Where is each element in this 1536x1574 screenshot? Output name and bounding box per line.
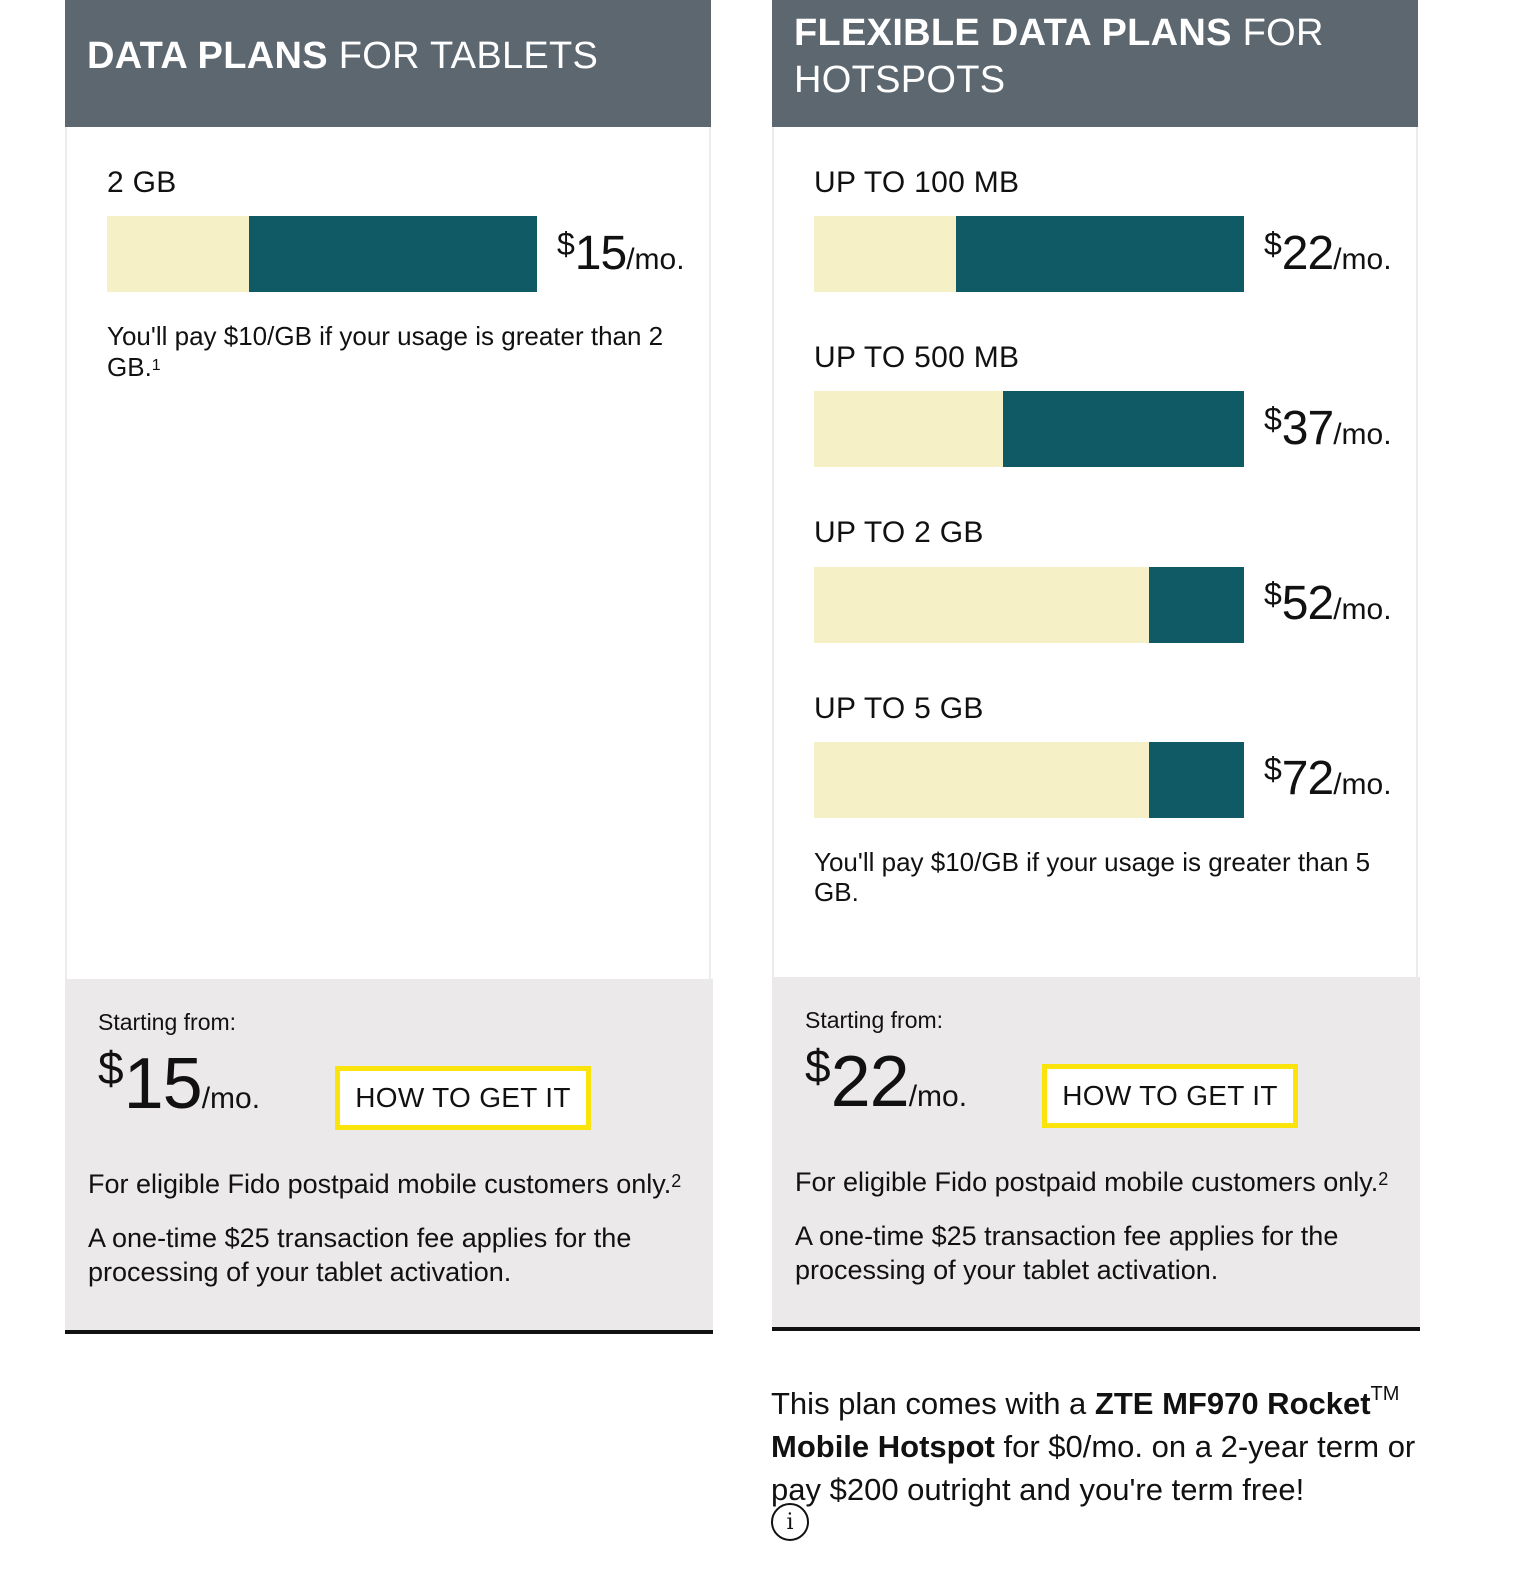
price-period: /mo.	[908, 1080, 968, 1113]
price-amount: 22	[830, 1042, 910, 1122]
plan-label: UP TO 2 GB	[814, 516, 984, 549]
footnote-link[interactable]: 2	[671, 1171, 682, 1191]
price-period: /mo.	[1333, 243, 1392, 276]
plan-bar	[814, 216, 1244, 292]
plan-label: UP TO 100 MB	[814, 166, 1020, 199]
promo-device-name-2: Mobile Hotspot	[771, 1429, 995, 1464]
title-light: FOR HOTSPOTS	[794, 12, 1324, 101]
starting-price: $22/mo.	[805, 1039, 967, 1123]
plan-label: UP TO 5 GB	[814, 692, 984, 725]
plan-bar	[814, 742, 1244, 818]
price-amount: 15	[574, 227, 627, 280]
plan-price: $15/mo.	[557, 226, 685, 281]
info-icon[interactable]: i	[771, 1503, 809, 1541]
title-bold: FLEXIBLE DATA PLANS	[794, 12, 1232, 54]
plan-bar	[814, 391, 1244, 467]
price-currency: $	[1264, 401, 1282, 437]
how-to-get-it-button[interactable]: HOW TO GET IT	[335, 1066, 591, 1130]
hotspot-device-promo: This plan comes with a ZTE MF970 RocketT…	[771, 1373, 1431, 1511]
title-light: FOR TABLETS	[338, 35, 599, 77]
eligibility-note: For eligible Fido postpaid mobile custom…	[795, 1167, 1388, 1198]
price-amount: 72	[1281, 752, 1334, 805]
eligibility-text: For eligible Fido postpaid mobile custom…	[795, 1167, 1379, 1197]
plan-bar	[814, 567, 1244, 643]
starting-price: $15/mo.	[98, 1041, 260, 1125]
plan-price: $52/mo.	[1264, 576, 1392, 631]
promo-text-before: This plan comes with a	[771, 1386, 1095, 1421]
plan-label: 2 GB	[107, 166, 177, 199]
price-amount: 37	[1281, 402, 1334, 455]
overage-note: You'll pay $10/GB if your usage is great…	[814, 847, 1371, 907]
overage-note: You'll pay $10/GB if your usage is great…	[107, 321, 697, 382]
price-amount: 22	[1281, 227, 1334, 280]
plan-bar-fill	[1149, 567, 1244, 643]
plan-bar-fill	[1149, 742, 1244, 818]
plan-bar-fill	[955, 216, 1244, 292]
tablet-plans-title: DATA PLANS FOR TABLETS	[87, 33, 598, 80]
trademark-mark: TM	[1370, 1383, 1400, 1405]
starting-from-label: Starting from:	[98, 1009, 237, 1035]
price-period: /mo.	[201, 1082, 261, 1115]
hotspot-plans-footer: Starting from: $22/mo. HOW TO GET IT For…	[772, 977, 1420, 1331]
overage-text: You'll pay $10/GB if your usage is great…	[107, 321, 664, 382]
hotspot-plans-header: FLEXIBLE DATA PLANS FOR HOTSPOTS	[772, 0, 1418, 127]
tablet-plans-card: DATA PLANS FOR TABLETS 2 GB $15/mo. You'…	[65, 0, 713, 1334]
plan-price: $22/mo.	[1264, 226, 1392, 281]
title-bold: DATA PLANS	[87, 35, 328, 77]
eligibility-note: For eligible Fido postpaid mobile custom…	[88, 1169, 681, 1200]
plan-bar-fill	[1003, 391, 1244, 467]
price-period: /mo.	[1333, 768, 1392, 801]
footnote-link[interactable]: 2	[1378, 1169, 1389, 1189]
price-currency: $	[98, 1042, 124, 1094]
footnote-link[interactable]: 1	[151, 357, 161, 374]
plan-bar	[107, 216, 537, 292]
promo-text-after: for $0/mo. on a 2-year term or pay $200 …	[771, 1429, 1416, 1507]
plan-price: $37/mo.	[1264, 401, 1392, 456]
hotspot-plans-title: FLEXIBLE DATA PLANS FOR HOTSPOTS	[794, 10, 1354, 104]
promo-device-name: ZTE MF970 Rocket	[1094, 1386, 1371, 1421]
plan-bar-fill	[248, 216, 537, 292]
starting-from-label: Starting from:	[805, 1007, 944, 1033]
price-period: /mo.	[626, 243, 685, 276]
price-currency: $	[1264, 751, 1282, 787]
price-currency: $	[1264, 576, 1282, 612]
price-amount: 52	[1281, 577, 1334, 630]
price-currency: $	[557, 226, 575, 262]
plan-price: $72/mo.	[1264, 751, 1392, 806]
plan-label: UP TO 500 MB	[814, 341, 1020, 374]
fee-note: A one-time $25 transaction fee applies f…	[795, 1221, 1339, 1285]
hotspot-plans-card: FLEXIBLE DATA PLANS FOR HOTSPOTS UP TO 1…	[772, 0, 1420, 1331]
tablet-plans-footer: Starting from: $15/mo. HOW TO GET IT For…	[65, 979, 713, 1334]
tablet-plans-header: DATA PLANS FOR TABLETS	[65, 0, 711, 127]
price-currency: $	[805, 1040, 831, 1092]
price-period: /mo.	[1333, 418, 1392, 451]
price-currency: $	[1264, 226, 1282, 262]
price-period: /mo.	[1333, 593, 1392, 626]
price-amount: 15	[123, 1044, 203, 1124]
eligibility-text: For eligible Fido postpaid mobile custom…	[88, 1169, 672, 1199]
fee-note: A one-time $25 transaction fee applies f…	[88, 1223, 632, 1287]
how-to-get-it-button[interactable]: HOW TO GET IT	[1042, 1064, 1298, 1128]
